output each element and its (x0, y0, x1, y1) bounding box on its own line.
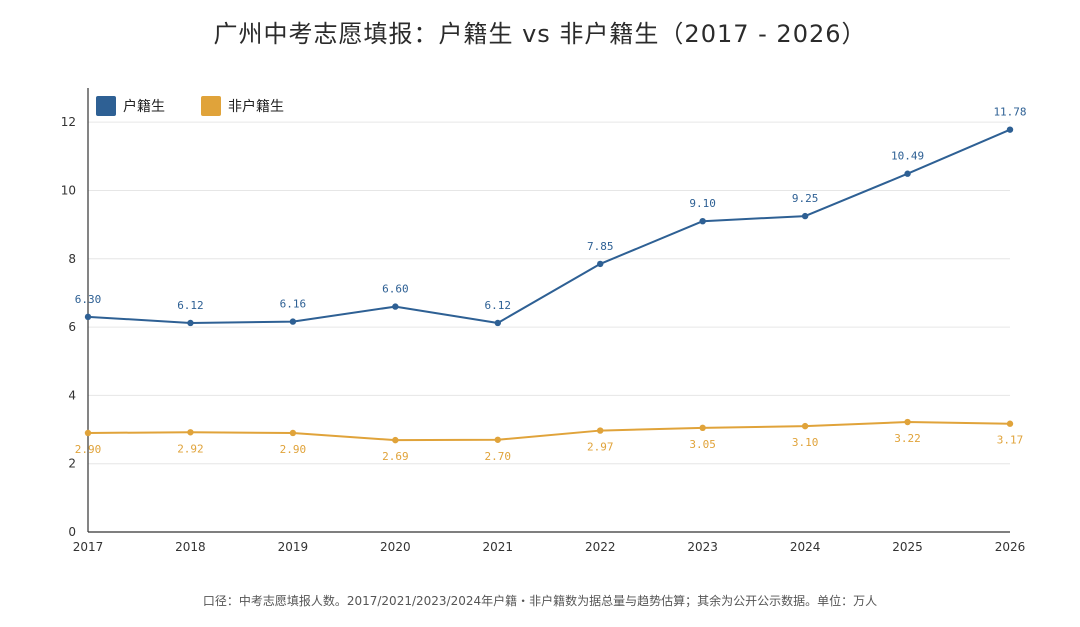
data-point-1-0 (84, 429, 92, 437)
data-label-0-4: 6.12 (485, 299, 512, 312)
data-label-1-7: 3.10 (792, 436, 819, 449)
y-tick-label-4: 4 (68, 388, 76, 402)
data-label-1-9: 3.17 (997, 434, 1024, 447)
legend-label-1: 非户籍生 (228, 98, 284, 115)
data-point-0-7 (801, 212, 809, 220)
data-label-1-4: 2.70 (485, 450, 512, 463)
data-point-1-3 (392, 436, 399, 444)
legend-label-0: 户籍生 (123, 98, 165, 115)
y-tick-label-8: 8 (68, 252, 76, 266)
series-0: 6.30 6.12 6.16 6.60 6.12 7.85 9.10 9.25 10.49 11.… (75, 106, 1027, 327)
data-label-0-3: 6.60 (382, 283, 409, 296)
y-tick-label-12: 12 (61, 115, 76, 129)
data-point-1-4 (494, 436, 501, 443)
data-point-1-2 (289, 429, 297, 437)
chart-footnote: 口径：中考志愿填报人数。2017/2021/2023/2024年户籍・非户籍数为… (202, 594, 878, 608)
data-label-1-5: 2.97 (587, 441, 614, 454)
data-point-0-1 (187, 319, 194, 327)
grid-lines (88, 121, 1010, 465)
data-label-0-7: 9.25 (792, 192, 819, 205)
y-tick-label-10: 10 (61, 183, 76, 197)
x-tick-label-2018: 2018 (175, 540, 206, 554)
series-layer: 6.30 6.12 6.16 6.60 6.12 7.85 9.10 9.25 10.49 11.… (75, 106, 1027, 463)
y-tick-label-0: 0 (68, 525, 76, 539)
x-tick-label-2019: 2019 (278, 540, 309, 554)
data-point-0-3 (392, 303, 399, 310)
data-label-1-2: 2.90 (280, 443, 307, 456)
x-tick-label-2020: 2020 (380, 540, 411, 554)
legend: 户籍生 非户籍生 (96, 96, 284, 116)
data-point-1-1 (187, 429, 194, 436)
y-tick-label-6: 6 (68, 320, 76, 334)
x-tick-label-2026: 2026 (995, 540, 1026, 554)
data-point-0-0 (84, 313, 92, 321)
data-point-0-4 (494, 319, 501, 327)
x-tick-label-2023: 2023 (687, 540, 718, 554)
legend-swatch-0 (96, 96, 116, 116)
axes: 0 2 4 6 8 10 12 2017 2018 2019 2020 2021 2022 2023 202… (61, 88, 1026, 554)
data-point-1-6 (699, 424, 706, 432)
data-label-1-3: 2.69 (382, 450, 409, 463)
data-label-0-8: 10.49 (891, 150, 924, 163)
x-tick-label-2021: 2021 (483, 540, 514, 554)
data-point-1-7 (801, 422, 809, 430)
data-label-1-6: 3.05 (689, 438, 716, 451)
y-tick-label-2: 2 (68, 457, 76, 471)
data-point-0-6 (699, 218, 706, 225)
data-label-0-2: 6.16 (280, 298, 307, 311)
data-point-0-8 (904, 170, 911, 177)
series-line-0 (87, 128, 1011, 324)
data-label-0-6: 9.10 (689, 197, 716, 210)
data-label-0-1: 6.12 (177, 299, 204, 312)
data-point-0-9 (1006, 126, 1014, 133)
data-label-0-9: 11.78 (993, 106, 1026, 119)
data-point-0-2 (289, 318, 297, 325)
data-point-0-5 (597, 260, 604, 268)
x-tick-label-2017: 2017 (73, 540, 104, 554)
series-1: 2.90 2.92 2.90 2.69 2.70 2.97 3.05 3.10 3.22 3.17 (75, 418, 1024, 463)
legend-item-1: 非户籍生 (201, 96, 284, 116)
chart-title: 广州中考志愿填报：户籍生 vs 非户籍生（2017 - 2026） (213, 20, 867, 48)
x-tick-label-2024: 2024 (790, 540, 821, 554)
legend-swatch-1 (201, 96, 221, 116)
data-point-1-8 (904, 418, 911, 426)
data-point-1-9 (1006, 420, 1014, 427)
data-label-0-5: 7.85 (587, 240, 614, 253)
data-label-1-1: 2.92 (177, 442, 204, 455)
data-label-1-8: 3.22 (894, 432, 921, 445)
x-tick-label-2022: 2022 (585, 540, 616, 554)
series-line-1 (87, 421, 1011, 442)
x-tick-label-2025: 2025 (892, 540, 923, 554)
data-label-0-0: 6.30 (75, 293, 102, 306)
data-point-1-5 (597, 427, 604, 434)
data-label-1-0: 2.90 (75, 443, 102, 456)
legend-item-0: 户籍生 (96, 96, 165, 116)
